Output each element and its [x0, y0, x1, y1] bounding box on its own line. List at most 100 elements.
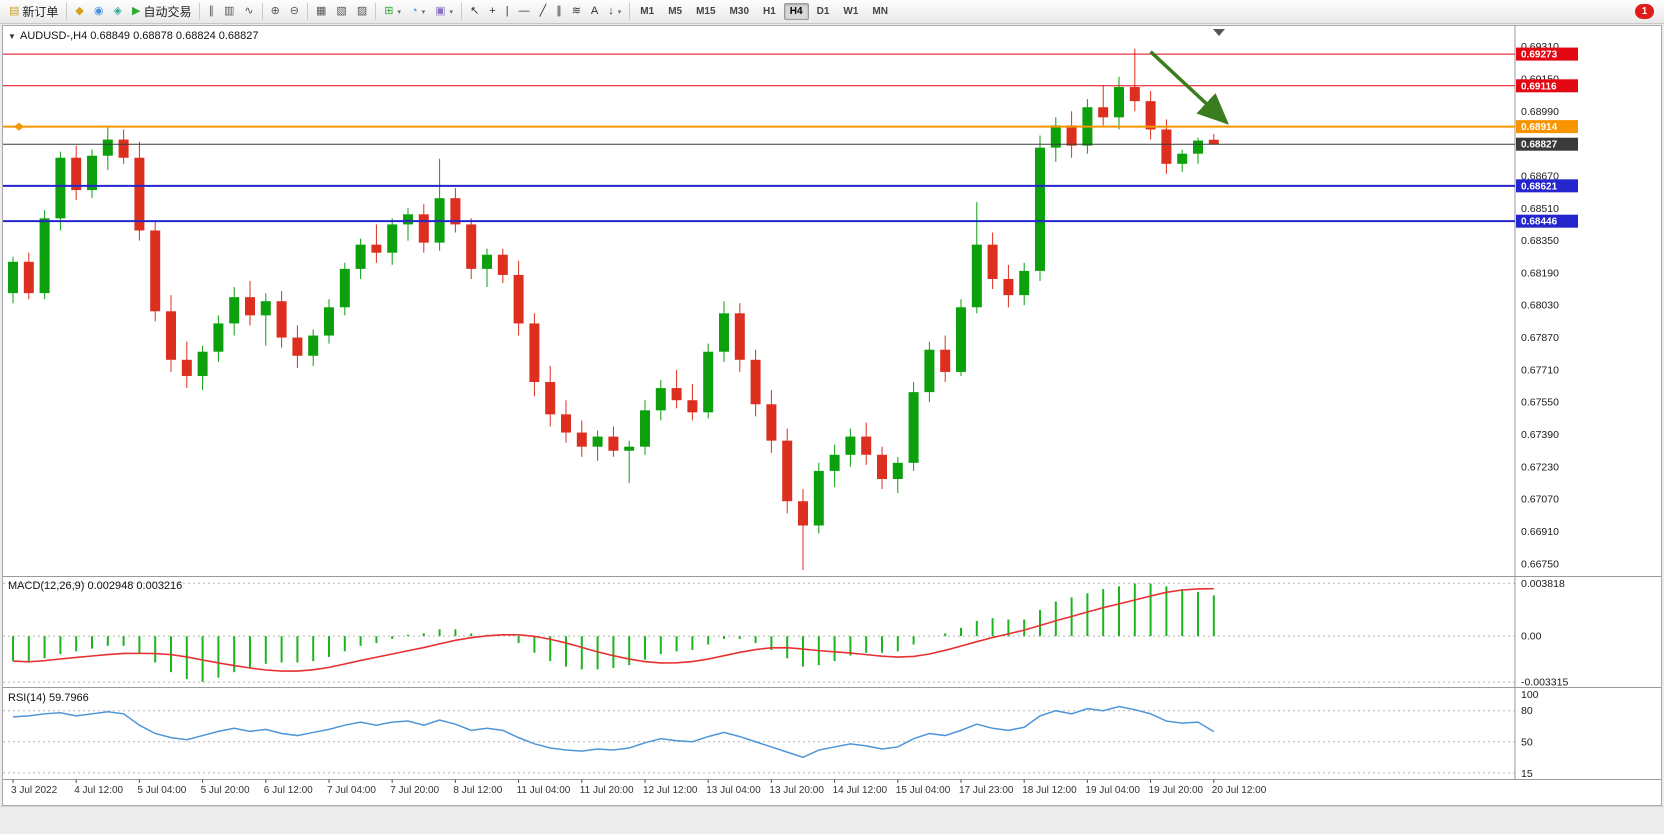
timeframe-m1-button[interactable]: M1 — [640, 6, 655, 17]
timeframe-d1-button[interactable]: D1 — [816, 6, 830, 17]
svg-text:0.66910: 0.66910 — [1521, 526, 1559, 538]
autotrading-icon: ▶ — [131, 5, 141, 17]
mql5-community-button[interactable]: ◉ — [89, 1, 109, 23]
price-line-0.69273[interactable]: 0.69273 — [3, 47, 1578, 61]
svg-text:17 Jul 23:00: 17 Jul 23:00 — [959, 785, 1014, 796]
macd-signal-line — [12, 587, 1214, 672]
cursor-icon: ↖ — [470, 5, 480, 17]
cascade-windows-button[interactable]: ▧ — [331, 1, 351, 23]
depth-of-market-icon: ◆ — [75, 5, 84, 17]
arrange-windows-icon: ▨ — [356, 5, 368, 17]
line-chart-mode-button[interactable]: ∿ — [239, 1, 258, 23]
svg-text:19 Jul 20:00: 19 Jul 20:00 — [1149, 785, 1204, 796]
svg-text:3 Jul 2022: 3 Jul 2022 — [11, 785, 58, 796]
vertical-line-button[interactable]: | — [501, 1, 514, 23]
svg-text:0.69116: 0.69116 — [1521, 81, 1557, 92]
dropdown-caret-icon: ▾ — [449, 8, 454, 16]
price-badge — [1516, 47, 1578, 61]
toolbar: ▤ 新订单 ◆ ◉ ◈ ▶ 自动交易 ∥ ▥ ∿ ⊕ ⊖ ▦ ▧ ▨ ⊞ ▾ ◔ ▾ ▣ ▾ ↖ + | — ╱ ∥ ≋ A ↓ ▾ M1 M5… — [0, 0, 1664, 24]
autotrading-button[interactable]: ▶ 自动交易 — [127, 1, 196, 23]
svg-text:0.67870: 0.67870 — [1521, 332, 1559, 344]
periods-button[interactable]: ◔ ▾ — [406, 1, 430, 23]
timeframe-h1-button[interactable]: H1 — [763, 6, 776, 17]
timeframe-mn-button[interactable]: MN — [872, 6, 888, 17]
zoom-in-button[interactable]: ⊕ — [266, 1, 285, 23]
bar-chart-mode-button[interactable]: ∥ — [203, 1, 219, 23]
candlestick-mode-button[interactable]: ▥ — [219, 1, 239, 23]
horizontal-line-button[interactable]: — — [514, 1, 535, 23]
chart-canvas: 0.693100.691500.689900.688300.686700.685… — [3, 26, 1661, 796]
line-handle[interactable] — [14, 122, 24, 131]
rsi-panel: 100 80 50 15 — [3, 689, 1539, 780]
text-label-button[interactable]: A — [586, 1, 603, 23]
svg-text:11 Jul 04:00: 11 Jul 04:00 — [517, 785, 571, 796]
svg-text:8 Jul 12:00: 8 Jul 12:00 — [453, 785, 502, 796]
svg-text:19 Jul 04:00: 19 Jul 04:00 — [1085, 785, 1140, 796]
svg-text:0.003818: 0.003818 — [1521, 578, 1565, 590]
fibonacci-retracement-button[interactable]: ≋ — [567, 1, 586, 23]
dropdown-caret-icon: ▾ — [421, 8, 426, 16]
svg-text:20 Jul 12:00: 20 Jul 12:00 — [1212, 785, 1267, 796]
price-line-0.68446[interactable]: 0.68446 — [3, 214, 1578, 228]
cursor-button[interactable]: ↖ — [465, 1, 484, 23]
status-area — [0, 806, 1664, 834]
notifications-badge[interactable]: 1 — [1635, 4, 1654, 19]
tile-windows-button[interactable]: ▦ — [311, 1, 331, 23]
price-badge — [1516, 79, 1578, 93]
tile-windows-icon: ▦ — [316, 5, 327, 17]
rsi-label: RSI(14) 59.7966 — [8, 692, 89, 704]
timeframe-h4-button[interactable]: H4 — [783, 3, 809, 20]
price-line-0.68827[interactable]: 0.68827 — [3, 137, 1578, 151]
svg-text:5 Jul 04:00: 5 Jul 04:00 — [137, 785, 186, 796]
chart-menu-icon[interactable]: ▼ — [8, 32, 16, 41]
svg-text:13 Jul 20:00: 13 Jul 20:00 — [769, 785, 824, 796]
timeframe-m5-button[interactable]: M5 — [668, 6, 683, 17]
indicators-button[interactable]: ⊞ ▾ — [379, 1, 406, 23]
arrange-windows-button[interactable]: ▨ — [352, 1, 372, 23]
svg-text:4 Jul 12:00: 4 Jul 12:00 — [74, 785, 123, 796]
svg-text:80: 80 — [1521, 705, 1533, 717]
arrow-objects-button[interactable]: ↓ ▾ — [603, 1, 626, 23]
macd-label: MACD(12,26,9) 0.002948 0.003216 — [8, 580, 182, 592]
zoom-out-button[interactable]: ⊖ — [285, 1, 304, 23]
crosshair-icon: + — [489, 5, 496, 17]
svg-text:0.67070: 0.67070 — [1521, 494, 1559, 506]
svg-text:0.67550: 0.67550 — [1521, 397, 1559, 409]
price-line-0.68914[interactable]: 0.68914 — [3, 120, 1578, 134]
zoom-in-icon: ⊕ — [270, 5, 280, 17]
zoom-out-icon: ⊖ — [289, 5, 300, 17]
svg-text:15: 15 — [1521, 768, 1533, 780]
text-label-icon: A — [590, 5, 599, 17]
svg-text:0.66750: 0.66750 — [1521, 558, 1559, 570]
candles — [8, 48, 1219, 570]
templates-button[interactable]: ▣ ▾ — [430, 1, 458, 23]
svg-text:11 Jul 20:00: 11 Jul 20:00 — [580, 785, 634, 796]
price-line-0.69116[interactable]: 0.69116 — [3, 79, 1578, 93]
svg-text:0.68827: 0.68827 — [1521, 140, 1558, 151]
svg-text:12 Jul 12:00: 12 Jul 12:00 — [643, 785, 698, 796]
price-badge — [1516, 179, 1578, 193]
timeframe-m15-button[interactable]: M15 — [696, 6, 716, 17]
toolbar-separator — [461, 3, 463, 20]
svg-text:7 Jul 04:00: 7 Jul 04:00 — [327, 785, 376, 796]
timeframe-w1-button[interactable]: W1 — [843, 6, 859, 17]
trendline-button[interactable]: ╱ — [535, 1, 552, 23]
line-chart-mode-icon: ∿ — [244, 5, 254, 17]
equidistant-channel-button[interactable]: ∥ — [551, 1, 567, 23]
chart-title: AUDUSD-,H4 0.68849 0.68878 0.68824 0.688… — [20, 30, 259, 42]
svg-text:0.67710: 0.67710 — [1521, 364, 1559, 376]
dropdown-caret-icon: ▾ — [397, 8, 401, 16]
crosshair-button[interactable]: + — [484, 1, 500, 23]
trend-arrow[interactable] — [1149, 50, 1229, 125]
svg-text:0.68990: 0.68990 — [1521, 106, 1559, 118]
svg-text:0.68510: 0.68510 — [1521, 203, 1559, 215]
svg-text:15 Jul 04:00: 15 Jul 04:00 — [896, 785, 951, 796]
macd-panel: 0.003818 0.00 -0.003315 — [3, 578, 1568, 689]
depth-of-market-button[interactable]: ◆ — [70, 1, 88, 23]
timeframe-m30-button[interactable]: M30 — [729, 6, 749, 17]
new-order-button[interactable]: ▤ 新订单 — [4, 1, 63, 23]
price-line-0.68621[interactable]: 0.68621 — [3, 179, 1578, 193]
svg-text:0.67230: 0.67230 — [1521, 461, 1559, 473]
market-watch-button[interactable]: ◈ — [109, 1, 127, 23]
panel-titles: ▼ AUDUSD-,H4 0.68849 0.68878 0.68824 0.68… — [8, 30, 259, 704]
